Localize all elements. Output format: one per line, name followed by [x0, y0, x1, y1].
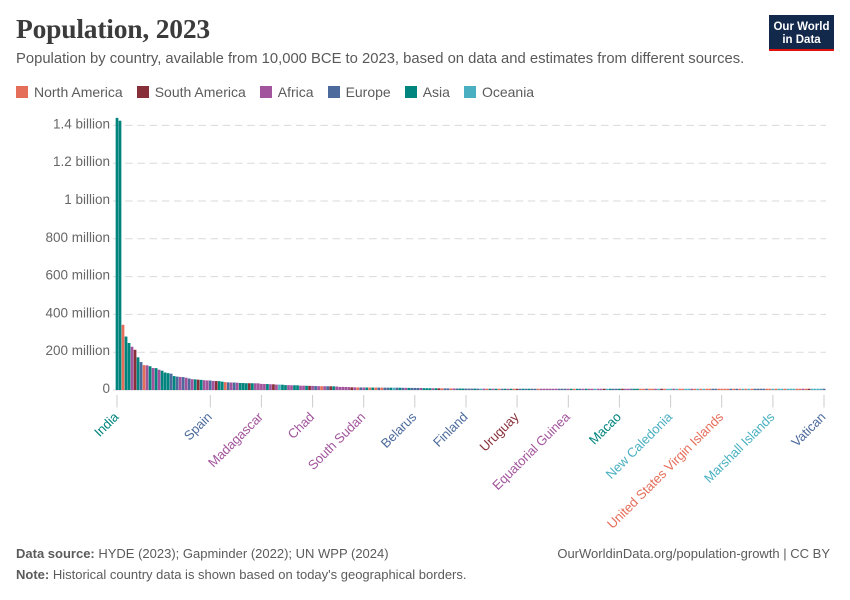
svg-text:0: 0	[102, 381, 110, 396]
svg-text:Macao: Macao	[586, 409, 624, 447]
svg-text:200 million: 200 million	[45, 343, 110, 358]
svg-text:Vatican: Vatican	[788, 409, 828, 449]
svg-text:Finland: Finland	[430, 409, 470, 449]
svg-text:Madagascar: Madagascar	[205, 409, 266, 470]
svg-text:1.4 billion: 1.4 billion	[53, 116, 110, 131]
svg-text:600 million: 600 million	[45, 268, 110, 283]
svg-text:Belarus: Belarus	[378, 409, 420, 451]
svg-text:Uruguay: Uruguay	[477, 409, 522, 454]
svg-text:Spain: Spain	[181, 409, 215, 443]
svg-text:India: India	[91, 409, 122, 440]
svg-text:800 million: 800 million	[45, 230, 110, 245]
svg-text:1 billion: 1 billion	[64, 192, 110, 207]
svg-text:Chad: Chad	[285, 409, 317, 441]
svg-text:1.2 billion: 1.2 billion	[53, 154, 110, 169]
svg-text:400 million: 400 million	[45, 305, 110, 320]
